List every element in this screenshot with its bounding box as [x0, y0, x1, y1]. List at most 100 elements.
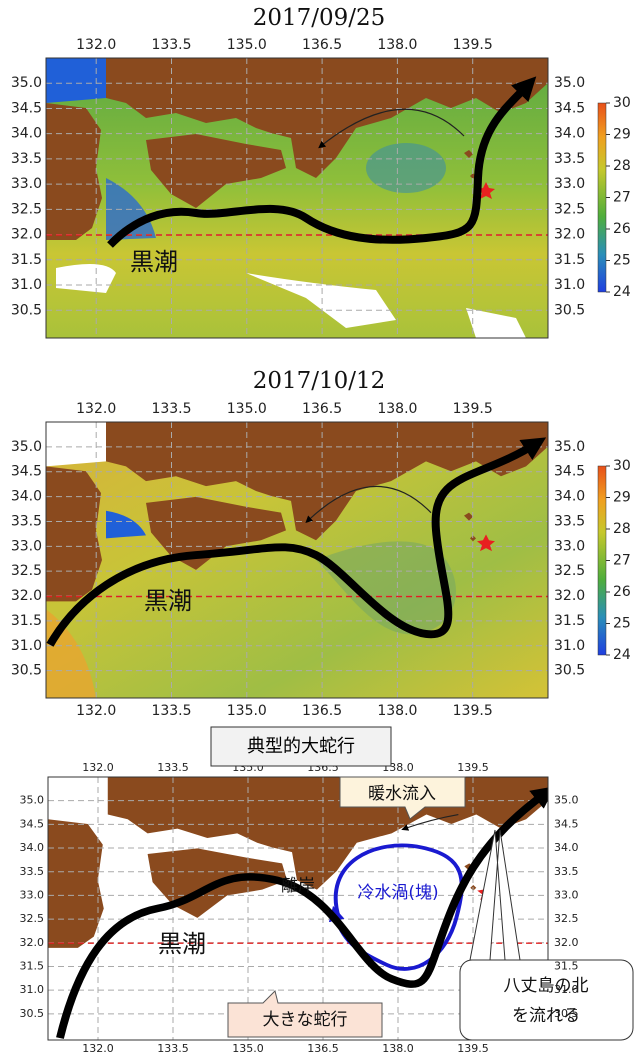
colorbar-tick-label: 25: [613, 616, 631, 632]
x-tick-label: 138.0: [377, 703, 417, 719]
caption-box: [210, 726, 392, 767]
y-tick-label: 34.5: [554, 464, 585, 480]
y-tick-label: 35.0: [554, 439, 585, 455]
y-tick-label: 30.5: [20, 1007, 45, 1020]
y-tick-label: 34.0: [554, 489, 585, 505]
x-tick-label: 139.5: [453, 703, 493, 719]
x-tick-label: 133.5: [157, 1042, 189, 1055]
y-tick-label: 35.0: [11, 439, 42, 455]
y-tick-label: 30.5: [554, 663, 585, 679]
y-tick-label: 34.5: [11, 100, 42, 116]
x-tick-label: 132.0: [82, 1042, 114, 1055]
y-tick-label: 34.0: [20, 841, 45, 854]
x-tick-label: 132.0: [76, 703, 116, 719]
y-tick-label: 34.0: [554, 841, 579, 854]
x-tick-label: 132.0: [76, 37, 116, 53]
y-tick-label: 31.5: [11, 252, 42, 268]
x-tick-label: 136.5: [302, 703, 342, 719]
y-tick-label: 33.0: [20, 888, 45, 901]
y-tick-label: 30.5: [554, 1007, 579, 1020]
y-tick-label: 32.0: [554, 936, 579, 949]
y-tick-label: 33.0: [554, 538, 585, 554]
y-tick-label: 32.0: [554, 227, 585, 243]
y-tick-label: 35.0: [11, 75, 42, 91]
x-tick-label: 133.5: [151, 37, 191, 53]
y-tick-label: 33.5: [11, 151, 42, 167]
x-tick-label: 133.5: [151, 401, 191, 417]
y-tick-label: 35.0: [554, 794, 579, 807]
y-tick-label: 35.0: [554, 75, 585, 91]
colorbar-tick-label: 24: [613, 284, 631, 300]
colorbar-tick-label: 27: [613, 553, 631, 569]
map-panel: 黒潮: [46, 422, 548, 698]
y-tick-label: 32.5: [554, 563, 585, 579]
y-tick-label: 34.0: [554, 126, 585, 142]
colorbar-tick-label: 30: [613, 95, 631, 111]
y-tick-label: 33.0: [554, 888, 579, 901]
y-tick-label: 31.5: [554, 252, 585, 268]
y-tick-label: 33.0: [11, 176, 42, 192]
caption: 典型的大蛇行: [247, 736, 355, 757]
y-tick-label: 30.5: [554, 302, 585, 318]
y-tick-label: 32.5: [554, 912, 579, 925]
kuroshio-label: 黒潮: [130, 248, 178, 276]
y-tick-label: 32.0: [554, 588, 585, 604]
callout: [339, 776, 466, 820]
x-tick-label: 138.0: [377, 401, 417, 417]
y-tick-label: 34.5: [554, 817, 579, 830]
kuroshio-label: 黒潮: [158, 930, 206, 958]
colorbar-tick-label: 28: [613, 158, 631, 174]
x-tick-label: 135.0: [232, 1042, 264, 1055]
x-tick-label: 136.5: [302, 37, 342, 53]
y-tick-label: 32.5: [20, 912, 45, 925]
cold-eddy-label: 冷水渦(塊): [357, 883, 438, 903]
y-tick-label: 33.5: [554, 865, 579, 878]
y-tick-label: 32.5: [11, 563, 42, 579]
tick-labels: 132.0 133.5 135.0 136.5 138.0 139.5 30.5 30.5 31…: [11, 37, 631, 1055]
y-tick-label: 31.0: [554, 983, 579, 996]
panel-title: 2017/10/12: [253, 368, 386, 394]
y-tick-label: 32.0: [11, 588, 42, 604]
y-tick-label: 32.0: [20, 936, 45, 949]
colorbar-tick-label: 30: [613, 458, 631, 474]
x-tick-label: 139.5: [453, 37, 493, 53]
panel-title: 2017/09/25: [253, 5, 386, 31]
y-tick-label: 33.5: [20, 865, 45, 878]
y-tick-label: 30.5: [11, 663, 42, 679]
y-tick-label: 34.0: [11, 126, 42, 142]
map-panel: 黒潮: [46, 58, 548, 338]
x-tick-label: 136.5: [302, 401, 342, 417]
offshore-label: 離岸: [281, 876, 315, 896]
x-tick-label: 139.5: [457, 1042, 489, 1055]
x-tick-label: 136.5: [307, 1042, 339, 1055]
y-tick-label: 31.5: [554, 960, 579, 973]
x-tick-label: 139.5: [453, 401, 493, 417]
y-tick-label: 34.5: [11, 464, 42, 480]
x-tick-label: 135.0: [227, 703, 267, 719]
warm-inflow-label: 暖水流入: [368, 784, 436, 804]
colorbar-tick-label: 24: [613, 647, 631, 663]
y-tick-label: 32.0: [11, 227, 42, 243]
x-tick-label: 135.0: [227, 37, 267, 53]
x-tick-label: 138.0: [377, 37, 417, 53]
y-tick-label: 34.5: [554, 100, 585, 116]
y-tick-label: 31.5: [554, 613, 585, 629]
colorbar-tick-label: 29: [613, 127, 631, 143]
hachijo-label: を流れる: [512, 1006, 580, 1026]
x-tick-label: 132.0: [76, 401, 116, 417]
colorbar-tick-label: 26: [613, 584, 631, 600]
colorbar-tick-label: 26: [613, 221, 631, 237]
y-tick-label: 31.0: [11, 277, 42, 293]
y-tick-label: 33.5: [11, 513, 42, 529]
y-tick-label: 31.5: [20, 960, 45, 973]
colorbar-tick-label: 29: [613, 490, 631, 506]
y-tick-label: 35.0: [20, 794, 45, 807]
x-tick-label: 132.0: [82, 761, 114, 774]
y-tick-label: 31.0: [20, 983, 45, 996]
y-tick-label: 32.5: [554, 201, 585, 217]
y-tick-label: 32.5: [11, 201, 42, 217]
callout: [227, 990, 383, 1038]
y-tick-label: 33.0: [11, 538, 42, 554]
kuroshio-label: 黒潮: [144, 587, 192, 615]
